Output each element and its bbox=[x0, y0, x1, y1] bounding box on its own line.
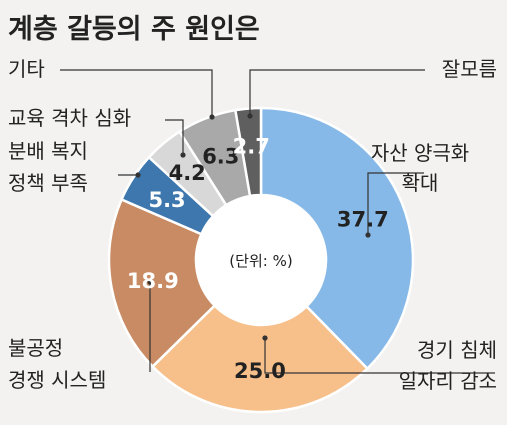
slice-불공정-경쟁-시스템 bbox=[107, 197, 217, 369]
value-label-경기-침체-일자리-감소: 25.0 bbox=[234, 359, 286, 383]
donut-hole bbox=[196, 195, 326, 325]
leader-dot-분배-복지-정책-부족 bbox=[135, 172, 141, 178]
category-label-경기-침체-일자리-감소: 경기 침체 bbox=[417, 338, 497, 362]
category-label-불공정-경쟁-시스템: 경쟁 시스템 bbox=[8, 368, 106, 392]
value-label-자산-양극화-확대: 37.7 bbox=[337, 207, 389, 231]
leader-line-교육-격차-심화 bbox=[165, 119, 184, 155]
leader-dot-잘모름 bbox=[247, 113, 253, 119]
leader-dot-기타 bbox=[209, 114, 215, 120]
category-label-기타: 기타 bbox=[8, 57, 45, 81]
value-label-분배-복지-정책-부족: 5.3 bbox=[148, 188, 185, 212]
chart-title: 계층 갈등의 주 원인은 bbox=[8, 14, 260, 45]
category-label-교육-격차-심화: 교육 격차 심화 bbox=[8, 106, 131, 130]
value-label-기타: 6.3 bbox=[202, 144, 239, 168]
leader-dot-교육-격차-심화 bbox=[180, 152, 186, 158]
value-label-불공정-경쟁-시스템: 18.9 bbox=[127, 269, 179, 293]
category-label-경기-침체-일자리-감소: 일자리 감소 bbox=[399, 369, 497, 393]
leader-dot-경기-침체-일자리-감소 bbox=[262, 335, 268, 341]
category-label-분배-복지-정책-부족: 정책 부족 bbox=[8, 171, 88, 195]
category-label-자산-양극화-확대: 확대 bbox=[402, 171, 439, 195]
value-label-교육-격차-심화: 4.2 bbox=[169, 161, 206, 185]
leader-dot-불공정-경쟁-시스템 bbox=[147, 279, 153, 285]
unit-label: (단위: %) bbox=[229, 252, 292, 270]
leader-line-잘모름 bbox=[249, 69, 425, 116]
leader-line-기타 bbox=[60, 69, 213, 117]
value-label-잘모름: 2.7 bbox=[233, 134, 270, 158]
category-label-분배-복지-정책-부족: 분배 복지 bbox=[8, 139, 88, 163]
category-label-자산-양극화-확대: 자산 양극화 bbox=[371, 141, 469, 165]
leader-line-자산-양극화-확대 bbox=[367, 172, 424, 235]
leader-dot-자산-양극화-확대 bbox=[365, 232, 371, 238]
category-label-잘모름: 잘모름 bbox=[442, 57, 497, 81]
category-label-불공정-경쟁-시스템: 불공정 bbox=[8, 336, 63, 360]
leader-line-경기-침체-일자리-감소 bbox=[264, 338, 495, 374]
